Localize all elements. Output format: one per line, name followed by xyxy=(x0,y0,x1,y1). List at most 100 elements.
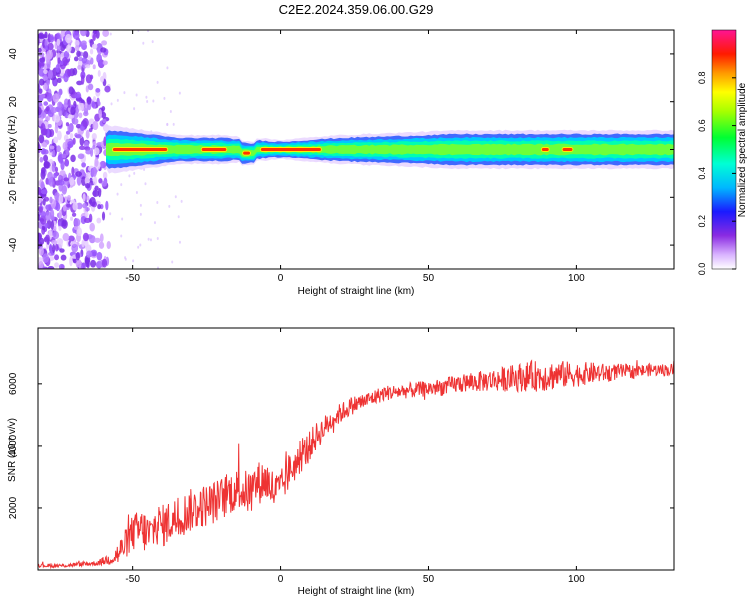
noise-speckle xyxy=(77,153,85,160)
noise-speckle xyxy=(94,237,101,243)
noise-speckle xyxy=(38,88,43,94)
snr-y-ticks: 2000 4000 6000 xyxy=(8,372,674,519)
noise-speckle xyxy=(71,243,79,253)
noise-speckle xyxy=(39,156,44,163)
noise-speckle xyxy=(71,166,75,176)
x-tick-label: -50 xyxy=(125,574,140,585)
noise-speckle-faint xyxy=(171,260,174,264)
noise-speckle xyxy=(47,42,54,51)
band-peak-red xyxy=(562,148,573,151)
band-peak-red xyxy=(541,148,549,151)
noise-speckle-faint xyxy=(120,234,123,238)
colorbar-label: Normalized spectral amplitude xyxy=(737,82,748,217)
noise-speckle xyxy=(38,78,45,86)
noise-speckle xyxy=(89,196,96,207)
noise-speckle xyxy=(38,152,41,158)
noise-speckle xyxy=(77,65,82,70)
y-tick-label: 2000 xyxy=(8,496,19,519)
noise-speckle xyxy=(43,101,49,106)
noise-speckle-faint xyxy=(149,238,152,242)
noise-speckle xyxy=(89,235,96,244)
noise-speckle xyxy=(44,31,48,39)
noise-speckle xyxy=(89,222,95,232)
noise-speckle-faint xyxy=(166,122,169,126)
noise-speckle xyxy=(52,231,60,240)
noise-speckle xyxy=(84,183,91,189)
noise-speckle xyxy=(84,146,91,151)
noise-speckle xyxy=(73,56,79,62)
noise-speckle xyxy=(92,120,99,131)
noise-speckle-faint xyxy=(116,98,119,102)
band-peak-red xyxy=(243,151,250,155)
noise-speckle xyxy=(72,118,79,125)
noise-speckle xyxy=(80,74,85,85)
noise-speckle-faint xyxy=(177,215,180,219)
noise-speckle xyxy=(63,50,70,59)
noise-speckle xyxy=(100,76,105,83)
noise-speckle xyxy=(58,263,65,269)
noise-speckle xyxy=(72,31,80,40)
colorbar-tick-label: 0.0 xyxy=(697,263,707,276)
noise-speckle xyxy=(40,122,46,133)
snr-panel: -50 0 50 100 2000 4000 6000 Height of straigh… xyxy=(7,327,675,597)
colorbar-ticks: 0.0 0.2 0.4 0.6 0.8 xyxy=(697,72,736,276)
noise-speckle-faint xyxy=(133,171,136,175)
noise-speckle-faint xyxy=(152,99,155,103)
noise-speckle xyxy=(59,248,65,253)
noise-speckle xyxy=(46,79,51,86)
noise-speckle-faint xyxy=(180,199,183,203)
x-tick-label: 100 xyxy=(568,574,585,585)
noise-speckle xyxy=(62,233,70,242)
noise-speckle xyxy=(66,194,71,201)
noise-speckle xyxy=(81,57,87,64)
noise-speckle-faint xyxy=(142,41,145,45)
noise-speckle xyxy=(45,115,51,122)
noise-speckle xyxy=(76,227,82,237)
noise-speckle-faint xyxy=(135,93,138,97)
noise-speckle xyxy=(91,43,98,50)
noise-speckle xyxy=(77,102,84,111)
noise-speckle xyxy=(81,239,85,248)
figure-title: C2E2.2024.359.06.00.G29 xyxy=(279,2,434,17)
noise-speckle xyxy=(38,246,44,256)
noise-speckle xyxy=(49,34,55,43)
colorbar: 0.0 0.2 0.4 0.6 0.8 Normalized spectral ampl… xyxy=(697,29,748,276)
noise-speckle xyxy=(39,215,47,225)
noise-speckle xyxy=(60,60,64,66)
noise-speckle xyxy=(71,212,77,217)
noise-speckle xyxy=(97,101,101,106)
noise-speckle xyxy=(38,106,42,116)
noise-speckle xyxy=(97,187,102,198)
noise-speckle xyxy=(74,93,81,99)
y-tick-label: 0 xyxy=(8,146,19,152)
noise-speckle-faint xyxy=(116,192,119,196)
snr-x-ticks: -50 0 50 100 xyxy=(125,328,585,585)
noise-speckle xyxy=(92,175,98,186)
band-peak-red xyxy=(112,148,168,151)
y-tick-label: -40 xyxy=(8,237,19,252)
noise-speckle xyxy=(92,189,100,197)
noise-speckle xyxy=(42,112,47,118)
noise-speckle xyxy=(38,213,41,221)
noise-speckle-faint xyxy=(156,201,159,205)
noise-speckle xyxy=(84,176,90,185)
noise-speckle-faint xyxy=(145,95,148,99)
noise-speckle xyxy=(100,47,107,53)
noise-speckle-faint xyxy=(156,237,159,241)
noise-speckle xyxy=(76,50,81,58)
noise-speckle xyxy=(97,204,102,210)
noise-speckle xyxy=(98,178,103,184)
noise-speckle-faint xyxy=(121,217,124,221)
noise-speckle xyxy=(50,106,57,114)
noise-speckle xyxy=(54,254,60,261)
noise-speckle xyxy=(73,218,81,227)
noise-speckle xyxy=(38,68,45,77)
noise-speckle xyxy=(42,198,46,206)
noise-speckle xyxy=(75,251,80,261)
noise-speckle xyxy=(91,166,97,177)
noise-speckle xyxy=(66,203,71,208)
noise-speckle xyxy=(91,101,96,108)
noise-speckle xyxy=(62,220,67,227)
noise-speckle xyxy=(58,225,62,231)
band-peak-red xyxy=(201,148,227,151)
